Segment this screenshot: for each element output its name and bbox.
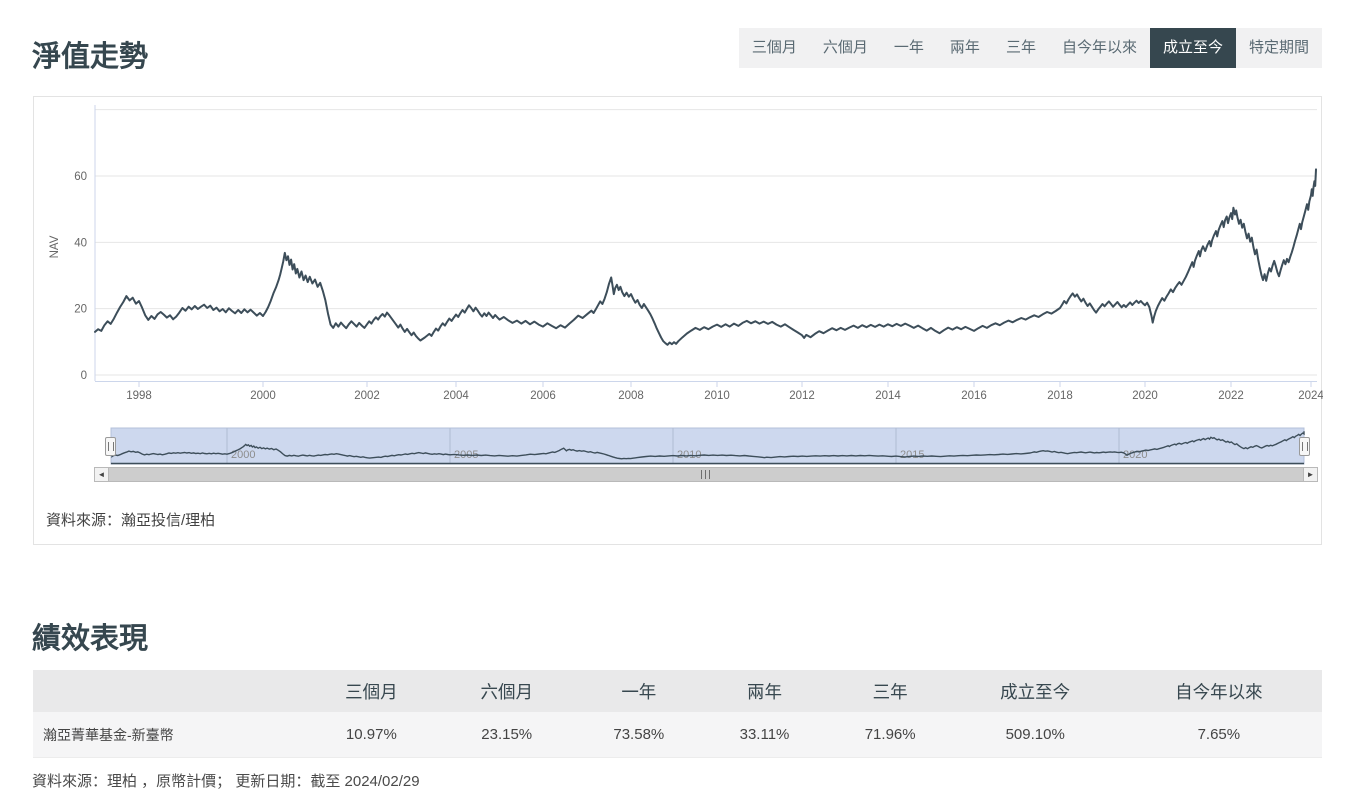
x-tick-label: 2012	[789, 390, 815, 402]
table-row: 瀚亞菁華基金-新臺幣 10.97% 23.15% 73.58% 33.11% 7…	[33, 712, 1322, 758]
tab-3m[interactable]: 三個月	[751, 39, 797, 56]
period-tabs: 三個月 六個月 一年 兩年 三年 自今年以來 成立至今 特定期間	[738, 28, 1322, 68]
x-tick-label: 2004	[443, 390, 469, 402]
x-tick-label: 2024	[1298, 390, 1323, 402]
navigator-left-handle[interactable]	[105, 437, 116, 456]
tab-1y[interactable]: 一年	[893, 39, 924, 56]
value-ytd: 7.65%	[1197, 726, 1241, 743]
y-tick-label: 20	[74, 304, 87, 316]
right-arrow-icon: ►	[1306, 470, 1315, 479]
header-3y: 三年	[872, 681, 908, 702]
navigator-year-label: 2015	[900, 449, 924, 461]
header-3m: 三個月	[345, 681, 398, 702]
nav-trend-chart: 0 20 40 60 NAV 1998 2000 2002 2004 2006 2008 2010 20…	[49, 105, 1323, 465]
navigator-line-series	[111, 431, 1305, 460]
scrollbar-left-arrow[interactable]: ◄	[94, 467, 109, 482]
scrollbar-right-arrow[interactable]: ►	[1303, 467, 1318, 482]
left-arrow-icon: ◄	[97, 470, 106, 479]
x-tick-label: 2014	[875, 390, 901, 402]
handle-grip-icon	[107, 442, 114, 451]
header-6m: 六個月	[480, 681, 533, 702]
scrollbar-track[interactable]	[109, 467, 1303, 482]
x-tick-label: 2022	[1218, 390, 1244, 402]
value-1y: 73.58%	[613, 726, 665, 743]
tab-3y[interactable]: 三年	[1005, 39, 1036, 56]
header-1y: 一年	[621, 681, 657, 702]
header-2y: 兩年	[746, 681, 782, 702]
y-tick-label: 0	[81, 370, 87, 382]
x-tick-label: 2020	[1132, 390, 1158, 402]
navigator-selection[interactable]	[110, 427, 1305, 465]
tab-ytd[interactable]: 自今年以來	[1061, 39, 1137, 56]
header-ytd: 自今年以來	[1175, 681, 1263, 702]
header-since-inception: 成立至今	[1000, 681, 1071, 702]
scrollbar-grip-icon	[701, 470, 711, 479]
performance-title: 績效表現	[32, 623, 149, 656]
chart-scrollbar: ◄ ►	[94, 467, 1318, 482]
value-6m: 23.15%	[481, 726, 533, 743]
handle-grip-icon	[1301, 442, 1308, 451]
tab-2y[interactable]: 兩年	[949, 39, 980, 56]
tab-custom-period[interactable]: 特定期間	[1248, 39, 1309, 56]
x-tick-label: 2006	[530, 390, 556, 402]
nav-chart-card: 0 20 40 60 NAV 1998 2000 2002 2004 2006 2008 2010 20…	[33, 96, 1323, 545]
x-tick-label: 2016	[961, 390, 987, 402]
x-tick-label: 2018	[1047, 390, 1073, 402]
navigator-year-label: 2020	[1123, 449, 1147, 461]
x-tick-label: 2010	[704, 390, 730, 402]
value-3m: 10.97%	[345, 726, 397, 743]
y-tick-label: 40	[74, 237, 87, 249]
value-2y: 33.11%	[739, 726, 790, 743]
chart-source-note: 資料來源：瀚亞投信/理柏	[46, 512, 216, 529]
y-axis-title: NAV	[49, 235, 61, 258]
x-tick-label: 2008	[618, 390, 644, 402]
header-fund-name	[33, 670, 304, 712]
x-tick-label: 2000	[250, 390, 276, 402]
navigator-year-label: 2000	[231, 449, 255, 461]
performance-table: 三個月 六個月 一年 兩年 三年 成立至今 自今年以來 瀚亞菁華基金-新臺幣 1…	[33, 670, 1322, 758]
nav-line-series	[94, 168, 1317, 346]
value-3y: 71.96%	[864, 726, 916, 743]
fund-name-cell: 瀚亞菁華基金-新臺幣	[43, 726, 174, 743]
page-footer-note: 資料來源：理柏 ，原幣計價； 更新日期：截至 2024/02/29	[32, 773, 420, 790]
value-since-inception: 509.10%	[1005, 726, 1065, 743]
page-title: 淨值走勢	[32, 41, 149, 74]
x-tick-label: 2002	[354, 390, 380, 402]
navigator-right-handle[interactable]	[1299, 437, 1310, 456]
table-header-row: 三個月 六個月 一年 兩年 三年 成立至今 自今年以來	[33, 670, 1322, 712]
tab-6m[interactable]: 六個月	[822, 39, 868, 56]
tab-since-inception[interactable]: 成立至今	[1149, 28, 1236, 68]
y-tick-label: 60	[74, 171, 87, 183]
x-tick-label: 1998	[126, 390, 152, 402]
